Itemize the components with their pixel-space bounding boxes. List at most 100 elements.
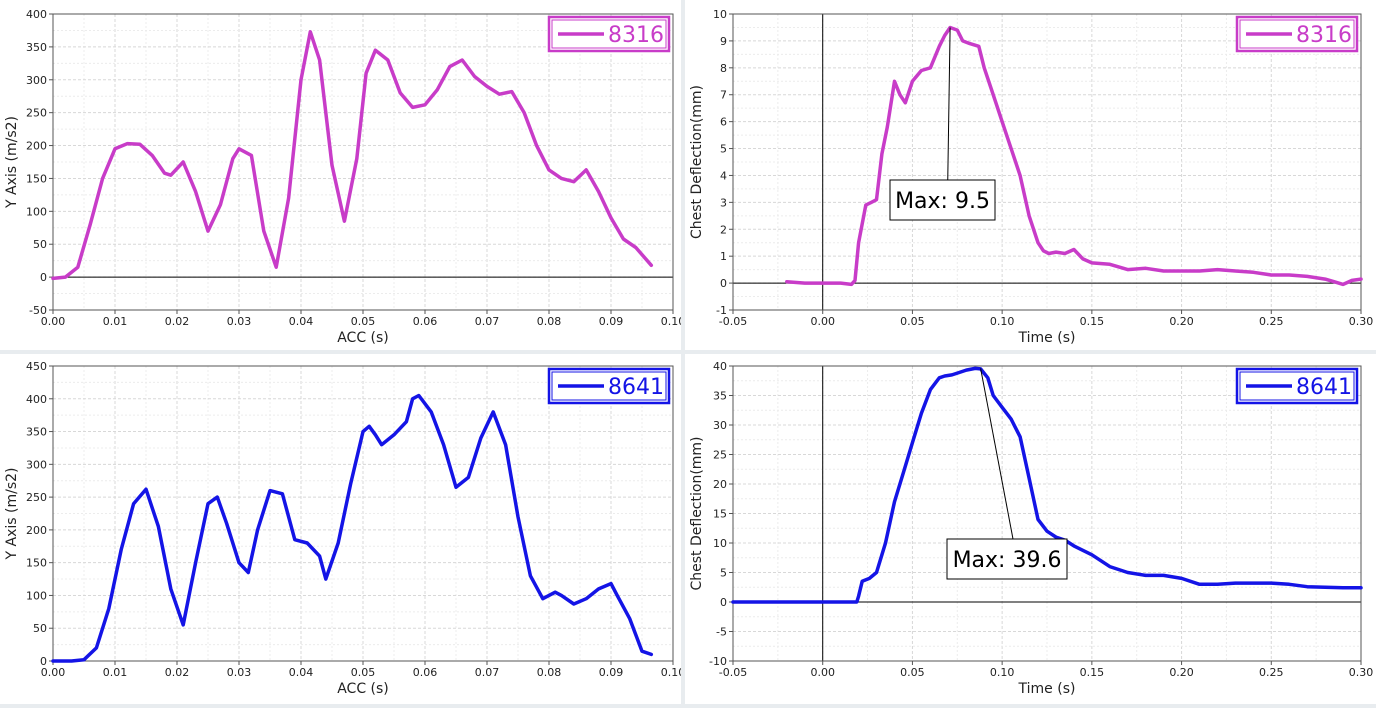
y-tick-label: 5 xyxy=(720,143,727,156)
series-line-8641 xyxy=(731,366,1363,604)
x-tick-label: 0.05 xyxy=(351,666,376,679)
plot-frame xyxy=(732,13,1362,311)
y-tick-label: 6 xyxy=(720,116,727,129)
x-tick-label: 0.20 xyxy=(1169,315,1194,328)
x-tick-label: 0.25 xyxy=(1259,666,1284,679)
x-tick-label: 0.03 xyxy=(227,666,252,679)
chart-panel-deflection-8316: -0.05 0.00 0.05 0.10 0.15 0.20 0.25 0.30 -1 0 1 2 3 4… xyxy=(685,0,1376,350)
y-tick-label: 2 xyxy=(720,223,727,236)
y-tick-label: 100 xyxy=(26,205,47,218)
annotation-leader xyxy=(980,368,1014,540)
x-axis-label: ACC (s) xyxy=(337,681,389,697)
y-tick-label: 350 xyxy=(26,41,47,54)
y-tick-label: 400 xyxy=(26,8,47,21)
x-tick-label: 0.10 xyxy=(990,315,1015,328)
y-tick-label: 8 xyxy=(720,62,727,75)
y-tick-label: 350 xyxy=(26,426,47,439)
legend[interactable]: 8316 xyxy=(547,15,671,53)
y-tick-label: 200 xyxy=(26,524,47,537)
x-tick-label: 0.00 xyxy=(810,666,835,679)
y-tick-label: 300 xyxy=(26,74,47,87)
legend[interactable]: 8316 xyxy=(1235,15,1359,53)
x-tick-label: 0.00 xyxy=(41,666,66,679)
y-tick-label: 250 xyxy=(26,491,47,504)
y-tick-label: 150 xyxy=(26,557,47,570)
x-tick-label: 0.09 xyxy=(599,315,624,328)
y-tick-label: 50 xyxy=(33,238,47,251)
x-tick-label: 0.06 xyxy=(413,315,438,328)
x-tick-label: 0.08 xyxy=(537,666,562,679)
x-tick-label: 0.05 xyxy=(351,315,376,328)
legend[interactable]: 8641 xyxy=(547,367,671,405)
legend[interactable]: 8641 xyxy=(1235,367,1359,405)
y-tick-label: 5 xyxy=(720,567,727,580)
y-tick-label: 150 xyxy=(26,172,47,185)
x-tick-label: 0.15 xyxy=(1080,666,1105,679)
legend-label: 8316 xyxy=(1296,23,1352,48)
x-tick-label: 0.10 xyxy=(661,315,681,328)
x-tick-label: 0.09 xyxy=(599,666,624,679)
y-axis-label: Y Axis (m/s2) xyxy=(4,116,20,209)
chart-acc-8641: 0.00 0.01 0.02 0.03 0.04 0.05 0.06 0.07 0.08 0.09… xyxy=(4,360,685,697)
grid xyxy=(732,13,1362,311)
y-tick-label: 7 xyxy=(720,89,727,102)
y-tick-label: 0 xyxy=(40,271,47,284)
annotation-label: Max: 39.6 xyxy=(953,548,1062,573)
x-tick-label: 0.15 xyxy=(1080,315,1105,328)
x-axis-label: ACC (s) xyxy=(337,330,389,346)
x-tick-label: 0.04 xyxy=(289,666,314,679)
series-line-8316 xyxy=(51,30,654,281)
chart-acc-8316: 0.00 0.01 0.02 0.03 0.04 0.05 0.06 0.07 0.08 0.09… xyxy=(4,8,685,346)
annotation-leader xyxy=(947,27,951,181)
x-tick-label: 0.01 xyxy=(103,315,128,328)
y-tick-label: 30 xyxy=(713,419,727,432)
y-tick-label: 35 xyxy=(713,390,727,403)
chart-panel-acc-8316: 0.00 0.01 0.02 0.03 0.04 0.05 0.06 0.07 0.08 0.09… xyxy=(0,0,685,350)
y-tick-label: 400 xyxy=(26,393,47,406)
y-tick-label: 300 xyxy=(26,458,47,471)
y-tick-label: 50 xyxy=(33,622,47,635)
y-axis-label: Y Axis (m/s2) xyxy=(4,468,20,561)
y-tick-label: 250 xyxy=(26,107,47,120)
series-line-8641 xyxy=(51,393,654,663)
x-axis-label: Time (s) xyxy=(1018,330,1076,346)
y-tick-label: -10 xyxy=(709,655,727,668)
x-tick-label: 0.07 xyxy=(475,666,500,679)
annotation-box xyxy=(946,538,1068,580)
chart-deflection-8641: -0.05 0.00 0.05 0.10 0.15 0.20 0.25 0.30 -10 -5 0 5… xyxy=(689,360,1374,697)
y-tick-label: 4 xyxy=(720,169,727,182)
chart-deflection-8316: -0.05 0.00 0.05 0.10 0.15 0.20 0.25 0.30 -1 0 1 2 3 4… xyxy=(689,8,1374,346)
y-tick-label: 10 xyxy=(713,537,727,550)
y-tick-label: 9 xyxy=(720,35,727,48)
y-tick-label: 0 xyxy=(720,277,727,290)
x-tick-label: 0.05 xyxy=(900,315,925,328)
annotation-box xyxy=(889,179,996,221)
y-tick-label: -5 xyxy=(716,626,727,639)
y-tick-label: 450 xyxy=(26,360,47,373)
series-line-8316 xyxy=(785,25,1363,287)
y-tick-label: -50 xyxy=(29,304,47,317)
chart-panel-acc-8641: 0.00 0.01 0.02 0.03 0.04 0.05 0.06 0.07 0.08 0.09… xyxy=(0,354,685,704)
x-tick-label: 0.30 xyxy=(1349,315,1374,328)
x-tick-label: 0.00 xyxy=(810,315,835,328)
x-tick-label: 0.03 xyxy=(227,315,252,328)
x-tick-label: 0.20 xyxy=(1169,666,1194,679)
y-tick-label: 20 xyxy=(713,478,727,491)
x-tick-label: 0.02 xyxy=(165,315,190,328)
y-axis-label: Chest Deflection(mm) xyxy=(689,436,705,590)
y-tick-label: 15 xyxy=(713,508,727,521)
legend-label: 8316 xyxy=(608,23,664,48)
y-tick-label: 0 xyxy=(720,596,727,609)
x-tick-label: 0.25 xyxy=(1259,315,1284,328)
x-tick-label: 0.04 xyxy=(289,315,314,328)
x-tick-label: 0.02 xyxy=(165,666,190,679)
y-tick-label: -1 xyxy=(716,304,727,317)
x-tick-label: 0.06 xyxy=(413,666,438,679)
x-tick-label: -0.05 xyxy=(719,666,747,679)
chart-panel-deflection-8641: -0.05 0.00 0.05 0.10 0.15 0.20 0.25 0.30 -10 -5 0 5… xyxy=(685,354,1376,704)
x-tick-label: 0.00 xyxy=(41,315,66,328)
legend-label: 8641 xyxy=(1296,375,1352,400)
y-tick-label: 10 xyxy=(713,8,727,21)
x-tick-label: 0.30 xyxy=(1349,666,1374,679)
y-tick-label: 100 xyxy=(26,589,47,602)
